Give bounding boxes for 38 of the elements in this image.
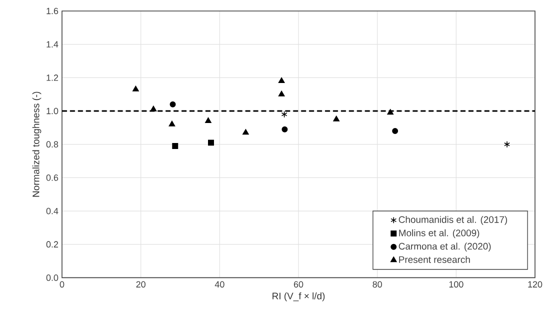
y-tick-label: 0.2	[46, 241, 58, 248]
x-tick-label: 20	[136, 281, 146, 288]
point	[278, 90, 285, 96]
y-axis-title: Normalized toughness (-)	[32, 92, 42, 197]
y-tick-label: 1.4	[46, 41, 58, 48]
point	[170, 101, 176, 108]
x-tick-label: 120	[528, 281, 542, 288]
point	[278, 77, 285, 83]
x-tick-label: 80	[372, 281, 382, 288]
legend-label: Molins et al. (2009)	[399, 229, 480, 238]
point	[172, 143, 178, 150]
point	[504, 140, 510, 148]
point	[281, 110, 288, 118]
point	[208, 140, 214, 146]
x-tick-label: 40	[214, 281, 224, 288]
y-tick-label: 0.0	[46, 274, 58, 281]
y-tick-label: 0.6	[46, 174, 58, 181]
y-tick-label: 1.2	[46, 74, 58, 81]
y-tick-label: 0.4	[46, 208, 58, 214]
legend-label: Carmona et al. (2020)	[398, 242, 491, 252]
x-tick-label: 60	[294, 281, 304, 288]
y-tick-label: 1.6	[46, 8, 58, 14]
point	[168, 120, 176, 126]
x-tick-label: 100	[449, 281, 464, 288]
x-tick-label: 0	[60, 281, 64, 288]
y-tick-label: 1.0	[46, 108, 58, 114]
x-axis-title: RI (V_f × l/d)	[272, 292, 325, 302]
point	[333, 116, 340, 122]
point	[282, 126, 288, 132]
point	[242, 129, 249, 135]
point	[150, 106, 157, 112]
legend-label: Present research	[399, 256, 470, 263]
point	[392, 128, 398, 134]
point	[387, 109, 394, 115]
legend-label: Choumanidis et al. (2017)	[398, 216, 508, 225]
point	[132, 86, 139, 92]
y-tick-label: 0.8	[46, 141, 58, 148]
point	[205, 117, 212, 124]
